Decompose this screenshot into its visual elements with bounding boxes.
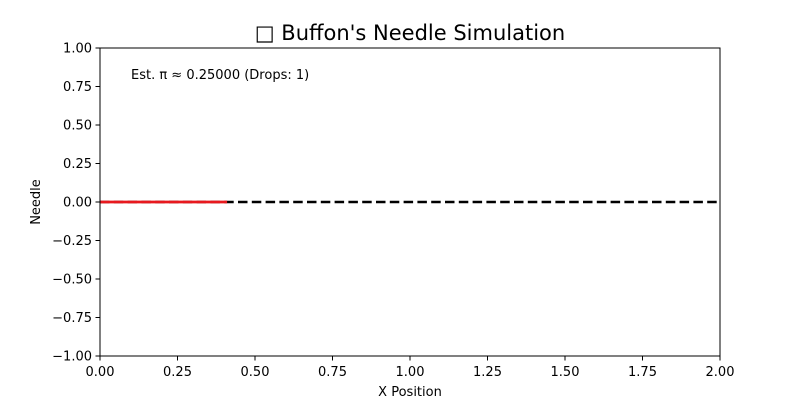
y-tick-label: −0.75 xyxy=(52,311,92,326)
chart-title: □ Buffon's Needle Simulation xyxy=(255,21,565,45)
x-tick-label: 1.25 xyxy=(473,365,502,380)
x-tick-label: 2.00 xyxy=(706,365,735,380)
plot-area: 0.00 0.25 0.50 0.75 1.00 1.25 1.50 1.75 2.00 −1.0… xyxy=(52,42,734,381)
x-tick-label: 0.25 xyxy=(163,365,192,380)
y-tick-label: −0.25 xyxy=(52,234,92,249)
x-tick-label: 0.00 xyxy=(86,365,115,380)
x-tick-label: 1.50 xyxy=(551,365,580,380)
y-tick-label: −1.00 xyxy=(52,350,92,365)
y-tick-label: −0.50 xyxy=(52,273,92,288)
x-tick-label: 1.00 xyxy=(396,365,425,380)
y-tick-label: 0.75 xyxy=(63,80,92,95)
x-tick-label: 1.75 xyxy=(628,365,657,380)
x-tick-label: 0.50 xyxy=(241,365,270,380)
y-tick-label: 0.25 xyxy=(63,157,92,172)
y-tick-label: 0.00 xyxy=(63,196,92,211)
x-tick-label: 0.75 xyxy=(318,365,347,380)
x-axis-label: X Position xyxy=(378,385,442,400)
y-axis-label: Needle xyxy=(29,179,44,225)
pi-estimate-annotation: Est. π ≈ 0.25000 (Drops: 1) xyxy=(131,68,309,83)
y-tick-label: 0.50 xyxy=(63,119,92,134)
y-tick-label: 1.00 xyxy=(63,42,92,57)
